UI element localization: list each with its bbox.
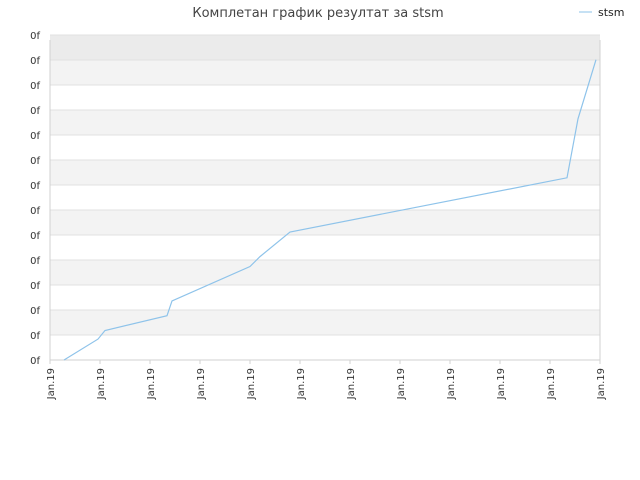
y-tick-label: 0f	[30, 206, 40, 217]
background-band	[50, 310, 600, 335]
y-tick-label: 0f	[30, 356, 40, 367]
plot-border	[49, 40, 601, 361]
series-line-stsm	[63, 59, 597, 361]
x-tick-label: Jan.19	[546, 368, 557, 400]
x-tick-label: Jan.19	[396, 368, 407, 400]
y-tick-label: 0f	[30, 81, 40, 92]
background-band	[50, 260, 600, 285]
legend: stsm	[579, 6, 625, 19]
background-band	[50, 285, 600, 310]
y-axis-ticks: 0f 0f 0f 0f 0f 0f 0f 0f 0f 0f 0f 0f 0f 0f	[30, 31, 40, 367]
x-tick-label: Jan.19	[496, 368, 507, 400]
legend-label: stsm	[598, 6, 625, 19]
y-tick-label: 0f	[30, 231, 40, 242]
y-tick-label: 0f	[30, 256, 40, 267]
x-tick-label: Jan.19	[446, 368, 457, 400]
background-bands	[50, 35, 600, 360]
background-band	[50, 335, 600, 360]
x-axis-ticks: Jan.19 Jan.19 Jan.19 Jan.19 Jan.19 Jan.19 Jan.…	[46, 360, 607, 400]
y-tick-label: 0f	[30, 331, 40, 342]
background-band	[50, 35, 600, 60]
background-band	[50, 210, 600, 235]
gridlines	[50, 34, 600, 361]
x-tick-label: Jan.19	[46, 368, 57, 400]
background-band	[50, 135, 600, 160]
x-tick-label: Jan.19	[596, 368, 607, 400]
background-band	[50, 85, 600, 110]
x-tick-label: Jan.19	[96, 368, 107, 400]
x-tick-label: Jan.19	[346, 368, 357, 400]
background-band	[50, 185, 600, 210]
y-tick-label: 0f	[30, 181, 40, 192]
y-tick-label: 0f	[30, 281, 40, 292]
background-band	[50, 110, 600, 135]
y-tick-label: 0f	[30, 31, 40, 42]
y-tick-label: 0f	[30, 131, 40, 142]
background-band	[50, 60, 600, 85]
x-tick-label: Jan.19	[146, 368, 157, 400]
background-band	[50, 160, 600, 185]
chart-title: Комплетан график резултат за stsm	[192, 6, 443, 21]
x-tick-label: Jan.19	[196, 368, 207, 400]
y-tick-label: 0f	[30, 106, 40, 117]
x-tick-label: Jan.19	[246, 368, 257, 400]
y-tick-label: 0f	[30, 56, 40, 67]
background-band	[50, 235, 600, 260]
y-tick-label: 0f	[30, 156, 40, 167]
series-layer	[63, 59, 597, 361]
x-tick-label: Jan.19	[296, 368, 307, 400]
y-tick-label: 0f	[30, 306, 40, 317]
